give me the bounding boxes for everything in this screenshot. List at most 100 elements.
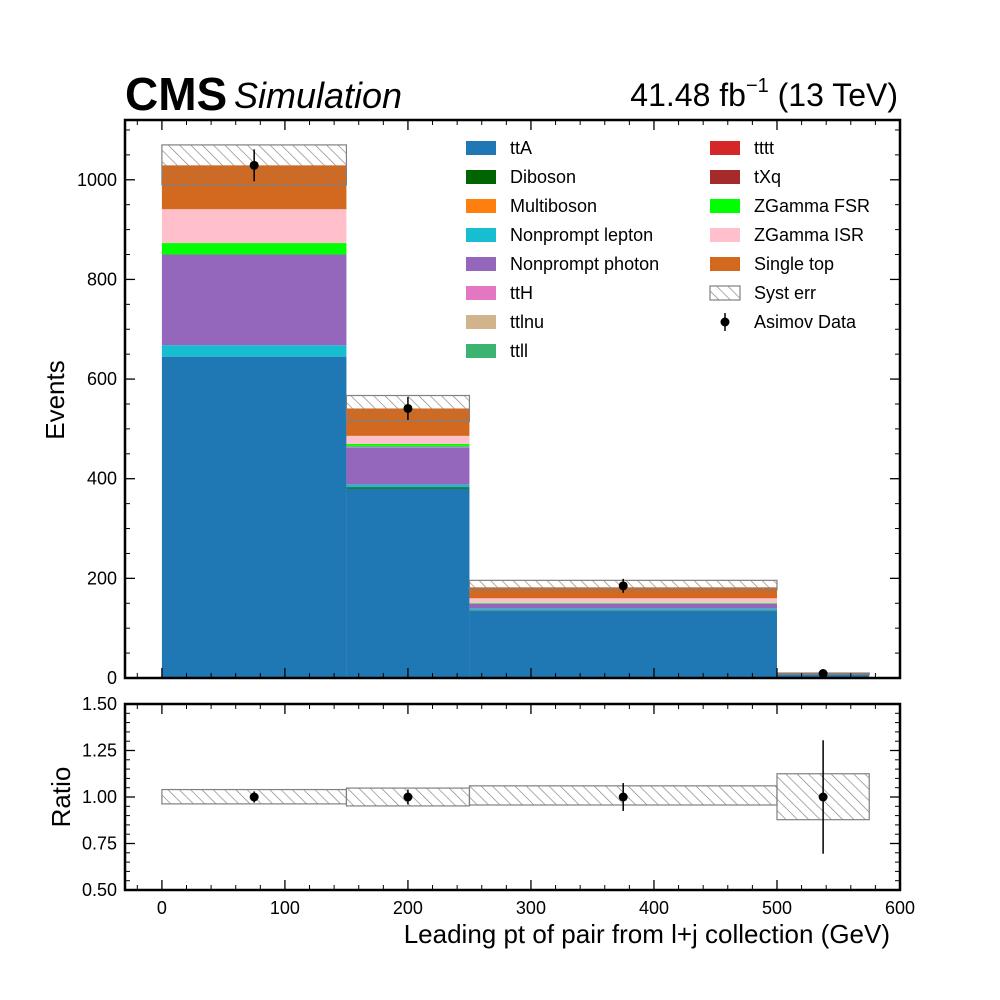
ratio-y-tick-label: 0.75 — [82, 834, 117, 854]
data-point-1 — [403, 403, 413, 413]
main-plot-area — [161, 144, 870, 678]
bar-nonprompt-photon-bin-0 — [161, 254, 347, 346]
data-point-3 — [818, 669, 828, 678]
legend-swatch — [466, 141, 496, 155]
x-tick-label: 200 — [393, 898, 423, 918]
bar-tta-bin-1 — [346, 488, 470, 678]
main-panel: 0 200 400 600 800 1000 Events ttA Diboson Multi… — [40, 118, 902, 688]
legend-label: tXq — [754, 167, 781, 187]
bar-diboson-bin-1 — [346, 487, 470, 489]
legend-label: ttll — [510, 341, 528, 361]
legend-swatch — [710, 199, 740, 213]
legend-swatch — [466, 228, 496, 242]
bar-nonprompt-lepton-bin-0 — [161, 345, 347, 357]
legend-label: Diboson — [510, 167, 576, 187]
lumi-exponent: −1 — [746, 75, 769, 97]
legend-entry-multiboson: Multiboson — [466, 196, 597, 216]
legend-label: ZGamma FSR — [754, 196, 870, 216]
legend-label: Syst err — [754, 283, 816, 303]
legend-entry-ttlnu: ttlnu — [466, 312, 544, 332]
legend: ttA Diboson Multiboson Nonprompt lepton Nonp… — [466, 138, 870, 361]
x-tick-label: 400 — [639, 898, 669, 918]
legend-swatch — [709, 285, 741, 301]
legend-entry-txq: tXq — [710, 167, 781, 187]
y-tick-label: 200 — [87, 568, 117, 588]
legend-swatch — [710, 141, 740, 155]
bar-zgamma-fsr-bin-1 — [346, 443, 470, 446]
legend-label: ttH — [510, 283, 533, 303]
bar-ttll-bin-1 — [346, 445, 470, 447]
bar-zgamma-isr-bin-2 — [469, 598, 777, 603]
ratio-y-tick-label: 1.00 — [82, 787, 117, 807]
bar-zgamma-fsr-bin-0 — [161, 243, 347, 255]
luminosity-label: 41.48 fb−1 (13 TeV) — [630, 75, 898, 113]
legend-entry-single-top: Single top — [710, 254, 834, 274]
legend-entry-tttt: tttt — [710, 138, 774, 158]
ratio-point-2 — [618, 792, 628, 802]
ratio-point-0 — [249, 792, 259, 802]
legend-swatch — [466, 257, 496, 271]
bar-nonprompt-lepton-bin-1 — [346, 484, 470, 488]
legend-swatch — [710, 257, 740, 271]
x-tick-label: 600 — [885, 898, 915, 918]
lumi-value: 41.48 fb — [630, 77, 746, 113]
legend-entry-nonprompt-lepton: Nonprompt lepton — [466, 225, 653, 245]
y-tick-label: 800 — [87, 269, 117, 289]
ratio-y-tick-label: 1.25 — [82, 741, 117, 761]
bar-zgamma-isr-bin-1 — [346, 435, 470, 444]
bar-tta-bin-2 — [469, 610, 777, 678]
legend-label: Nonprompt lepton — [510, 225, 653, 245]
legend-label: Nonprompt photon — [510, 254, 659, 274]
legend-entry-nonprompt-photon: Nonprompt photon — [466, 254, 659, 274]
y-tick-label: 600 — [87, 369, 117, 389]
legend-label: ZGamma ISR — [754, 225, 864, 245]
x-tick-label: 300 — [516, 898, 546, 918]
legend-swatch — [466, 170, 496, 184]
legend-label: ttlnu — [510, 312, 544, 332]
energy-value: (13 TeV) — [769, 77, 898, 113]
bar-nonprompt-photon-bin-2 — [469, 603, 777, 609]
legend-label: Asimov Data — [754, 312, 857, 332]
ratio-y-tick-label: 1.50 — [82, 694, 117, 714]
x-tick-label: 100 — [270, 898, 300, 918]
legend-entry-ttll: ttll — [466, 341, 528, 361]
legend-entry-zgamma-isr: ZGamma ISR — [710, 225, 864, 245]
data-point-2 — [618, 581, 628, 591]
y-tick-label: 1000 — [77, 170, 117, 190]
legend-entry-tth: ttH — [466, 283, 533, 303]
bar-tta-bin-0 — [161, 356, 347, 678]
bar-nonprompt-photon-bin-1 — [346, 447, 470, 485]
ratio-y-axis-label: Ratio — [46, 767, 76, 828]
legend-swatch — [466, 286, 496, 300]
ratio-plot-area — [161, 740, 870, 854]
main-y-axis-label: Events — [40, 360, 70, 440]
legend-label: Single top — [754, 254, 834, 274]
y-tick-label: 0 — [107, 668, 117, 688]
main-frame — [123, 118, 902, 680]
legend-entry-tta: ttA — [466, 138, 532, 158]
ratio-y-tick-label: 0.50 — [82, 880, 117, 900]
legend-label: Multiboson — [510, 196, 597, 216]
bar-nonprompt-lepton-bin-2 — [469, 608, 777, 611]
ratio-panel: 0 100 200 300 400 500 6000.500.751.001.251.50 … — [46, 694, 915, 949]
ratio-frame — [123, 702, 902, 892]
experiment-label: CMS — [125, 68, 227, 120]
x-tick-label: 500 — [762, 898, 792, 918]
legend-swatch — [466, 315, 496, 329]
legend-entry-zgamma-fsr: ZGamma FSR — [710, 196, 870, 216]
simulation-label: Simulation — [234, 75, 402, 116]
bar-zgamma-isr-bin-0 — [161, 209, 347, 244]
legend-swatch — [466, 199, 496, 213]
y-tick-label: 400 — [87, 469, 117, 489]
legend-entry-syst-err: Syst err — [709, 283, 816, 303]
x-axis-label: Leading pt of pair from l+j collection (… — [404, 919, 890, 949]
legend-label: ttA — [510, 138, 532, 158]
legend-label: tttt — [754, 138, 774, 158]
legend-swatch — [710, 170, 740, 184]
legend-marker — [720, 317, 730, 327]
x-tick-label: 0 — [157, 898, 167, 918]
ratio-point-1 — [403, 792, 413, 802]
legend-swatch — [710, 228, 740, 242]
legend-entry-asimov-data: Asimov Data — [720, 312, 857, 332]
